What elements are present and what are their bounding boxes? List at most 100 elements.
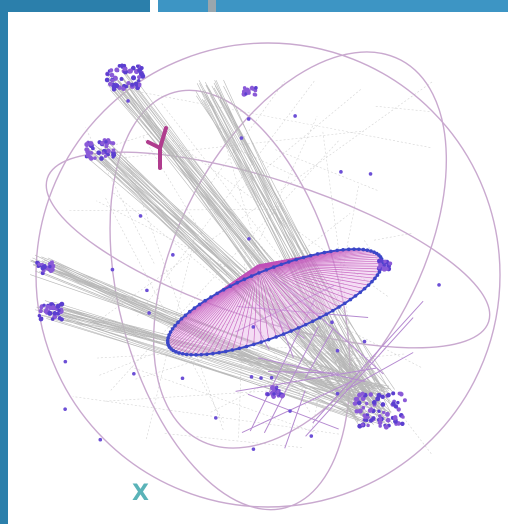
cone-node — [237, 346, 242, 351]
node — [127, 68, 133, 74]
node — [47, 310, 53, 316]
cone-node — [362, 286, 367, 291]
node — [107, 81, 113, 87]
node — [399, 392, 404, 397]
node — [400, 421, 405, 427]
node — [138, 214, 143, 218]
edge — [109, 143, 369, 402]
node — [122, 63, 127, 68]
node — [383, 259, 387, 264]
node — [50, 305, 56, 310]
node — [112, 86, 117, 92]
node — [388, 261, 393, 266]
edge — [38, 314, 379, 424]
edge — [194, 329, 332, 412]
cone-node — [176, 320, 180, 325]
node — [354, 409, 359, 414]
node — [147, 311, 151, 315]
edge — [113, 192, 305, 350]
cone-ray — [257, 264, 361, 293]
edge — [254, 322, 270, 350]
edge — [55, 263, 371, 417]
edge — [38, 262, 392, 413]
cone-node — [244, 344, 249, 349]
node — [396, 407, 401, 412]
node — [272, 392, 276, 396]
cone-ray — [257, 264, 327, 315]
node — [57, 308, 61, 313]
node — [357, 408, 363, 414]
cone-node — [301, 255, 306, 260]
edge — [322, 130, 354, 360]
node — [96, 150, 102, 156]
cone-ray — [195, 264, 259, 356]
node — [180, 376, 185, 381]
node — [57, 316, 62, 321]
cone-node — [192, 306, 197, 310]
node — [309, 434, 314, 438]
edge — [63, 311, 369, 399]
node — [270, 385, 276, 391]
edge — [53, 268, 364, 415]
node — [368, 392, 374, 397]
edge — [133, 76, 373, 406]
node — [105, 72, 110, 76]
edge — [284, 390, 306, 449]
cone-ray — [257, 264, 284, 335]
top-border — [158, 0, 508, 12]
node — [252, 92, 257, 97]
orbit-ellipse — [152, 51, 448, 449]
edge — [237, 305, 369, 318]
edge — [196, 95, 395, 390]
node — [246, 117, 251, 121]
node — [362, 339, 367, 344]
node — [367, 408, 373, 413]
cone-node — [194, 353, 198, 357]
node — [276, 389, 280, 394]
node — [366, 423, 370, 428]
cone-ray — [257, 264, 373, 283]
edge — [235, 367, 377, 392]
cone-ray — [186, 264, 259, 355]
node — [98, 437, 103, 442]
cone-node — [199, 352, 204, 357]
edge — [111, 151, 359, 392]
node — [384, 411, 390, 417]
cone-node — [173, 323, 177, 328]
node — [391, 401, 396, 407]
cone-node — [346, 247, 351, 252]
cone-node — [337, 305, 341, 309]
node — [84, 142, 90, 148]
edge — [235, 285, 335, 333]
node — [385, 417, 391, 423]
node — [339, 170, 343, 174]
node — [391, 391, 396, 396]
edge — [108, 85, 392, 396]
node — [279, 394, 285, 399]
node — [145, 288, 149, 293]
node — [126, 99, 130, 103]
node — [383, 424, 389, 430]
cone-node — [177, 351, 181, 355]
cone-node — [205, 352, 209, 357]
x-axis-label: X — [132, 481, 149, 506]
node — [378, 424, 382, 428]
cone-node — [375, 273, 380, 277]
node — [137, 75, 141, 80]
cone-node — [266, 337, 271, 342]
cone-node — [167, 333, 171, 337]
node — [381, 410, 386, 414]
cone-node — [187, 309, 192, 314]
cone-ray — [257, 264, 375, 279]
edge — [90, 150, 368, 387]
edge — [146, 233, 196, 440]
edge — [30, 274, 381, 396]
cone-ray — [257, 264, 378, 276]
cone-ray — [257, 264, 262, 343]
cone-node — [203, 298, 207, 303]
node — [52, 311, 57, 316]
cone-node — [184, 352, 189, 357]
node — [111, 155, 115, 159]
cone-node — [249, 274, 254, 278]
